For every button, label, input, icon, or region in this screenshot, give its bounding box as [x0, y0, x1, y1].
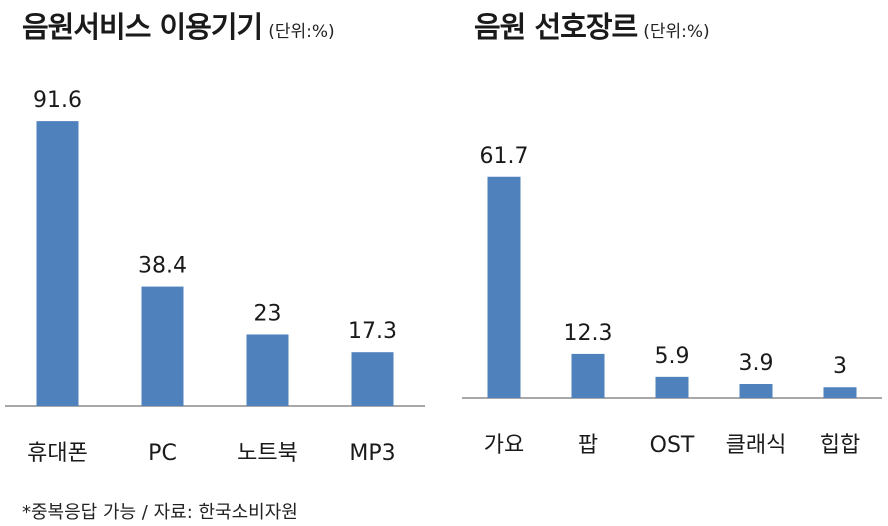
- chart-title-wrap: 음원서비스 이용기기 (단위:%): [22, 4, 335, 46]
- data-label: 38.4: [138, 254, 187, 279]
- chart-unit: (단위:%): [268, 22, 335, 42]
- data-label: 91.6: [33, 88, 82, 113]
- chart-title: 음원 선호장르: [474, 10, 638, 44]
- chart-title-wrap: 음원 선호장르 (단위:%): [474, 4, 710, 46]
- data-label: 5.9: [655, 344, 690, 369]
- bar: [36, 121, 79, 407]
- category-label: OST: [650, 433, 695, 458]
- category-label: 클래식: [726, 433, 787, 458]
- chart-device-usage: 음원서비스 이용기기 (단위:%) 91.6 휴대폰 38.4 PC 23 노트북 17.3 M…: [0, 0, 440, 500]
- data-label: 61.7: [480, 144, 529, 169]
- bar: [246, 334, 289, 406]
- genre-preference-plot: 61.7 가요 12.3 팝 5.9 OST 3.9 클래식 3 힙합: [462, 144, 882, 458]
- category-label: 노트북: [237, 441, 298, 466]
- chart-genre-preference: 음원 선호장르 (단위:%) 61.7 가요 12.3 팝 5.9 OST 3.9 클래식 3 힙합: [450, 0, 888, 500]
- bar: [571, 353, 605, 398]
- chart-title: 음원서비스 이용기기: [22, 10, 263, 44]
- category-label: 휴대폰: [27, 441, 88, 466]
- category-label: 가요: [484, 433, 524, 458]
- data-label: 23: [254, 301, 282, 326]
- category-label: PC: [148, 441, 177, 466]
- data-label: 12.3: [564, 321, 613, 346]
- chart-unit: (단위:%): [643, 22, 710, 42]
- data-label: 3: [833, 354, 847, 379]
- bar: [655, 376, 689, 398]
- data-label: 3.9: [739, 351, 774, 376]
- category-label: 팝: [578, 433, 598, 458]
- device-usage-plot: 91.6 휴대폰 38.4 PC 23 노트북 17.3 MP3: [5, 88, 425, 466]
- category-label: MP3: [349, 441, 395, 466]
- bar: [823, 387, 857, 398]
- bar: [141, 286, 184, 406]
- footnote: *중복응답 가능 / 자료: 한국소비자원: [22, 502, 298, 523]
- bar: [487, 176, 521, 398]
- bar: [351, 352, 394, 406]
- data-label: 17.3: [348, 319, 397, 344]
- bar: [739, 384, 773, 398]
- category-label: 힙합: [820, 433, 860, 458]
